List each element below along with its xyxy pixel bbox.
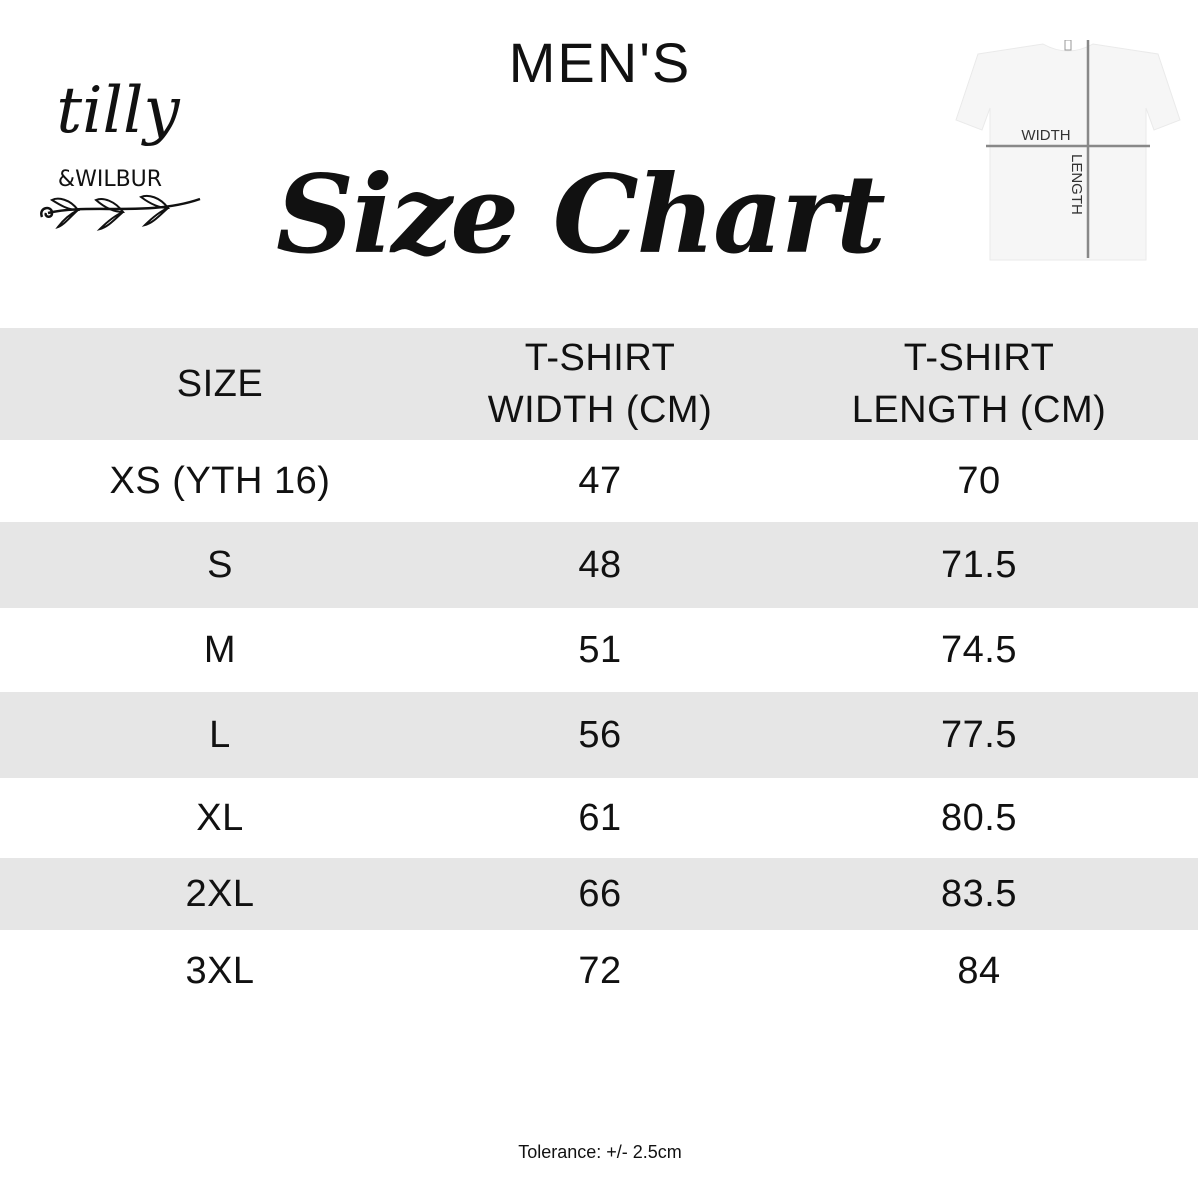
header-length-line1: T-SHIRT — [903, 337, 1055, 379]
page-title: MEN'S — [508, 31, 692, 94]
cell-size: L — [209, 714, 231, 756]
tolerance-note: Tolerance: +/- 2.5cm — [518, 1142, 682, 1162]
cell-size: XL — [196, 797, 244, 839]
tilly-wilbur-logo: tilly &WILBUR — [40, 74, 201, 231]
cell-width: 56 — [578, 714, 622, 756]
table-row: XL 61 80.5 — [0, 778, 1198, 858]
header-width-line1: T-SHIRT — [524, 337, 676, 379]
header-length-line2: LENGTH (CM) — [851, 389, 1107, 431]
table-row: M 51 74.5 — [0, 608, 1198, 692]
cell-width: 72 — [578, 950, 622, 992]
table-row: 2XL 66 83.5 — [0, 858, 1198, 930]
cell-size: M — [203, 629, 237, 671]
page-subtitle: Size Chart — [276, 152, 886, 278]
size-table: SIZE T-SHIRT WIDTH (CM) T-SHIRT LENGTH (… — [0, 328, 1198, 1012]
table-row: S 48 71.5 — [0, 522, 1198, 608]
cell-length: 70 — [957, 460, 1001, 502]
cell-size: 2XL — [185, 873, 255, 915]
cell-length: 71.5 — [941, 544, 1017, 586]
table-row: L 56 77.5 — [0, 692, 1198, 778]
svg-text:&WILBUR: &WILBUR — [58, 167, 162, 192]
cell-size: XS (YTH 16) — [109, 460, 331, 502]
table-header-row: SIZE T-SHIRT WIDTH (CM) T-SHIRT LENGTH (… — [0, 328, 1198, 440]
table-row: 3XL 72 84 — [0, 930, 1198, 1012]
cell-width: 48 — [578, 544, 622, 586]
cell-width: 51 — [578, 629, 622, 671]
header-width-line2: WIDTH (CM) — [487, 389, 713, 431]
length-label: LENGTH — [1068, 154, 1085, 215]
table-row: XS (YTH 16) 47 70 — [0, 440, 1198, 522]
cell-width: 47 — [578, 460, 622, 502]
cell-length: 77.5 — [941, 714, 1017, 756]
cell-length: 83.5 — [941, 873, 1017, 915]
cell-width: 61 — [578, 797, 622, 839]
cell-length: 84 — [957, 950, 1001, 992]
cell-width: 66 — [578, 873, 622, 915]
width-label: WIDTH — [1021, 127, 1070, 144]
header-width: T-SHIRT WIDTH (CM) — [440, 332, 760, 436]
tshirt-diagram: WIDTH LENGTH — [955, 40, 1181, 261]
cell-size: 3XL — [185, 950, 255, 992]
cell-length: 74.5 — [941, 629, 1017, 671]
cell-size: S — [207, 544, 233, 586]
header-size: SIZE — [176, 363, 264, 405]
header-length: T-SHIRT LENGTH (CM) — [760, 332, 1198, 436]
cell-length: 80.5 — [941, 797, 1017, 839]
svg-text:tilly: tilly — [56, 74, 180, 148]
